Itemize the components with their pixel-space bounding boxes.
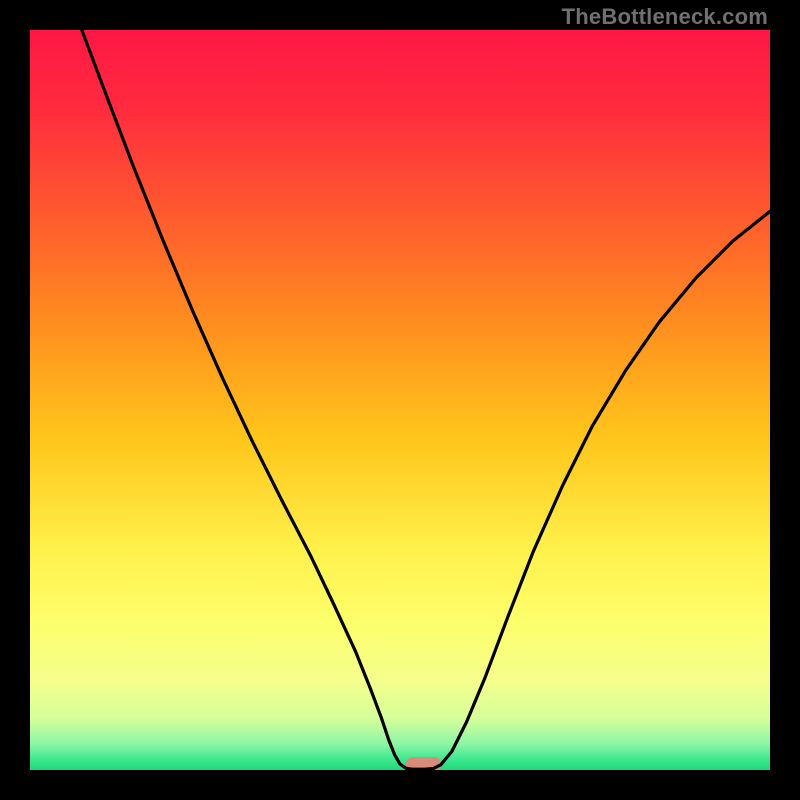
gradient-background	[30, 30, 770, 770]
watermark-text: TheBottleneck.com	[562, 4, 768, 30]
plot-area	[30, 30, 770, 770]
chart-frame: TheBottleneck.com	[0, 0, 800, 800]
plot-svg	[30, 30, 770, 770]
